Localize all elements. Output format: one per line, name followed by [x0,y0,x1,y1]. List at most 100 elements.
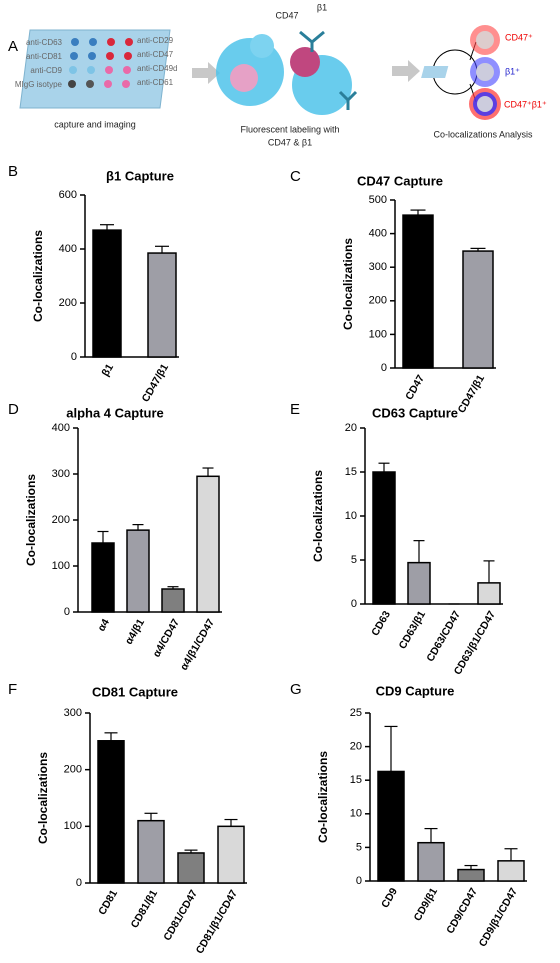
arrow [392,60,420,82]
y-tick-label: 0 [64,606,70,618]
result-label: β1⁺ [505,66,520,76]
bar [407,561,431,605]
vesicle [250,34,274,58]
capture-label: MIgG isotype [15,80,63,89]
y-tick-label: 100 [52,560,70,572]
y-tick-label: 25 [350,707,362,719]
x-tick-label: CD47 [403,373,427,402]
result-vesicle [476,31,494,49]
bar [177,852,205,884]
y-tick-label: 100 [369,328,387,340]
antibody-label: β1 [317,2,327,12]
chart-title: CD47 Capture [357,173,443,188]
y-tick-label: 20 [350,741,362,753]
capture-label: anti-CD81 [26,52,63,61]
result-vesicle [477,96,493,112]
y-tick-label: 0 [351,598,357,610]
exosome [290,47,320,77]
x-tick-label: α4/β1/CD47 [178,617,217,673]
spots [68,38,133,88]
chart-title: CD63 Capture [372,405,458,420]
step-caption: CD47 & β1 [268,137,312,147]
y-tick-label: 0 [356,875,362,887]
x-tick-label: α4/CD47 [151,617,183,660]
antibody-label: CD47 [275,10,298,20]
mini-slide [421,66,449,78]
panel-a: A anti-CD63 anti-CD81 anti-CD9 MIgG isot… [8,2,547,147]
bar [372,471,396,605]
y-tick-label: 15 [350,774,362,786]
y-tick-label: 400 [59,243,77,255]
y-axis-label: Co-localizations [316,751,330,843]
y-tick-label: 600 [59,189,77,201]
result-label: CD47⁺β1⁺ [504,99,547,109]
y-tick-label: 10 [345,510,357,522]
y-tick-label: 0 [71,351,77,363]
x-tick-label: CD81/β1/CD47 [194,888,240,956]
x-tick-label: CD9/β1/CD47 [477,886,520,949]
y-axis-label: Co-localizations [31,230,45,322]
bar [92,229,122,358]
panel-letter: F [8,681,17,698]
x-tick-label: α4 [95,617,112,634]
bar [147,252,177,358]
y-tick-label: 500 [369,194,387,206]
capture-label: anti-CD63 [26,38,63,47]
y-tick-label: 200 [64,764,82,776]
y-tick-label: 0 [381,362,387,374]
x-tick-label: CD9/CD47 [444,886,480,936]
x-tick-label: CD47/β1 [456,373,487,416]
bar [161,588,185,613]
y-tick-label: 400 [369,228,387,240]
bar [477,582,501,605]
panel-letter: G [290,681,302,698]
y-tick-label: 200 [59,297,77,309]
arrow [192,62,220,84]
bar [126,529,150,613]
bar [137,819,165,884]
y-tick-label: 5 [356,841,362,853]
chart-title: CD81 Capture [92,684,178,699]
y-tick-label: 20 [345,422,357,434]
panel-letter: B [8,163,18,180]
step-caption: Co-localizations Analysis [433,129,533,139]
y-tick-label: 200 [52,514,70,526]
y-tick-label: 300 [64,707,82,719]
y-axis-label: Co-localizations [36,752,50,844]
y-axis-label: Co-localizations [341,238,355,330]
capture-label: anti-CD47 [137,50,174,59]
x-tick-label: CD9 [379,886,400,910]
panel-letter: A [8,38,18,55]
capture-label: anti-CD49d [137,64,177,73]
y-tick-label: 15 [345,466,357,478]
y-axis-label: Co-localizations [311,470,325,562]
x-tick-label: CD63 [369,609,393,638]
y-tick-label: 300 [52,468,70,480]
y-axis-label: Co-localizations [24,474,38,566]
result-label: CD47⁺ [505,32,533,42]
y-tick-label: 10 [350,808,362,820]
step-caption: Fluorescent labeling with [240,124,339,134]
x-tick-label: α4/β1 [123,617,147,647]
chart-title: alpha 4 Capture [66,405,164,420]
capture-label: anti-CD61 [137,78,174,87]
bar [377,770,405,882]
bar [402,214,434,369]
capture-label: anti-CD9 [30,66,62,75]
x-tick-label: CD63/CD47 [424,609,463,664]
y-tick-label: 100 [64,820,82,832]
y-tick-label: 400 [52,422,70,434]
chart-title: CD9 Capture [376,683,455,698]
x-tick-label: CD47/β1 [140,362,171,405]
y-tick-label: 0 [76,877,82,889]
x-tick-label: CD81/β1 [129,888,160,931]
chart-title: β1 Capture [106,168,174,183]
bar [196,475,220,613]
panel-letter: D [8,401,19,418]
x-tick-label: CD81/CD47 [161,888,200,943]
bar [457,868,485,882]
bar [91,542,115,613]
panel-letter: E [290,401,300,418]
y-tick-label: 300 [369,261,387,273]
